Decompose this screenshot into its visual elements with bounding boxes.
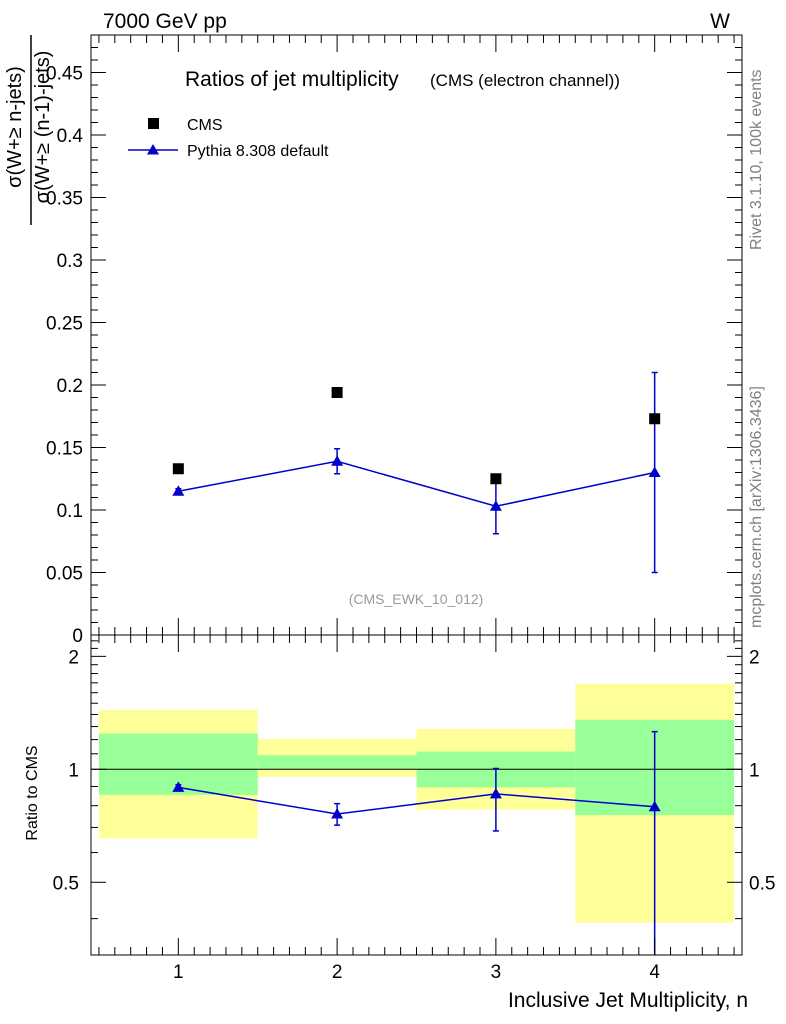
- ratio-y-tick-label: 1: [68, 760, 79, 781]
- ratio-point: [648, 800, 661, 812]
- x-axis-label: Inclusive Jet Multiplicity, n: [508, 989, 748, 1012]
- x-tick-label: 4: [649, 962, 660, 983]
- ratio-point: [172, 781, 185, 792]
- ratio-y-tick-label: 2: [68, 647, 79, 668]
- y-tick-label: 0.05: [46, 564, 83, 585]
- ratio-y-tick-label-right: 1: [749, 760, 760, 781]
- mcplots-label: mcplots.cern.ch [arXiv:1306.3436]: [748, 386, 765, 628]
- y-axis-label: σ(W+≥ n-jets) σ(W+≥ (n-1)-jets): [4, 35, 54, 225]
- y-tick-label: 0.45: [46, 64, 83, 85]
- ratio-point: [489, 787, 502, 799]
- ratio-y-tick-label-right: 0.5: [749, 873, 775, 894]
- y-tick-label: 0.25: [46, 314, 83, 335]
- y-label-numerator: σ(W+≥ n-jets): [4, 66, 26, 188]
- legend-pythia-marker: [147, 144, 159, 155]
- ratio-y-tick-label: 0.5: [53, 873, 79, 894]
- cms-point: [172, 463, 184, 475]
- ratio-axes: 0.5 0.5 1 1 2 2 1 2 3 4: [53, 635, 775, 983]
- legend-pythia-label: Pythia 8.308 default: [187, 143, 329, 160]
- x-tick-label: 2: [332, 962, 343, 983]
- ratio-line: [178, 786, 655, 815]
- chart-subtitle: (CMS (electron channel)): [430, 71, 620, 90]
- legend: CMS Pythia 8.308 default: [128, 117, 329, 160]
- ratio-series: [172, 730, 661, 955]
- mc-point: [331, 455, 344, 466]
- cms-point: [331, 387, 343, 398]
- mc-line: [178, 460, 655, 508]
- rivet-version-label: Rivet 3.1.10, 100k events: [748, 69, 765, 250]
- y-tick-label: 0.15: [46, 439, 83, 460]
- ratio-band-inner: [257, 755, 417, 770]
- legend-cms-marker: [148, 118, 159, 129]
- y-tick-label: 0.4: [57, 126, 84, 147]
- x-tick-label: 1: [173, 962, 184, 983]
- legend-cms-label: CMS: [187, 117, 223, 134]
- cms-point: [490, 473, 502, 485]
- ratio-y-tick-label-right: 2: [749, 647, 760, 668]
- ratio-panel: 0.5 0.5 1 1 2 2 1 2 3 4 Ratio to CMS Inclusive Je…: [24, 634, 775, 1012]
- y-label-denominator: σ(W+≥ (n-1)-jets): [32, 51, 54, 204]
- cms-point: [649, 413, 661, 425]
- mc-point: [648, 466, 661, 477]
- mc-point: [172, 485, 185, 496]
- ratio-point: [331, 808, 344, 819]
- x-tick-label: 3: [491, 962, 502, 983]
- chart-title: Ratios of jet multiplicity: [185, 68, 399, 91]
- mc-point: [489, 500, 502, 511]
- y-tick-label: 0.1: [57, 501, 83, 522]
- ratio-y-label: Ratio to CMS: [24, 745, 41, 840]
- main-series: [172, 371, 661, 574]
- y-tick-label: 0.2: [57, 376, 83, 397]
- y-tick-label: 0: [72, 626, 83, 647]
- y-tick-label: 0.35: [46, 189, 83, 210]
- main-axes: 0 0.05 0.1 0.15 0.2 0.25 0.3 0.35 0.4 0.45: [46, 35, 742, 647]
- y-tick-label: 0.3: [57, 251, 83, 272]
- process-label: W: [710, 10, 730, 33]
- main-panel: 0 0.05 0.1 0.15 0.2 0.25 0.3 0.35 0.4 0.45 Ratios…: [4, 34, 743, 647]
- energy-label: 7000 GeV pp: [103, 10, 227, 33]
- analysis-tag: (CMS_EWK_10_012): [349, 591, 484, 607]
